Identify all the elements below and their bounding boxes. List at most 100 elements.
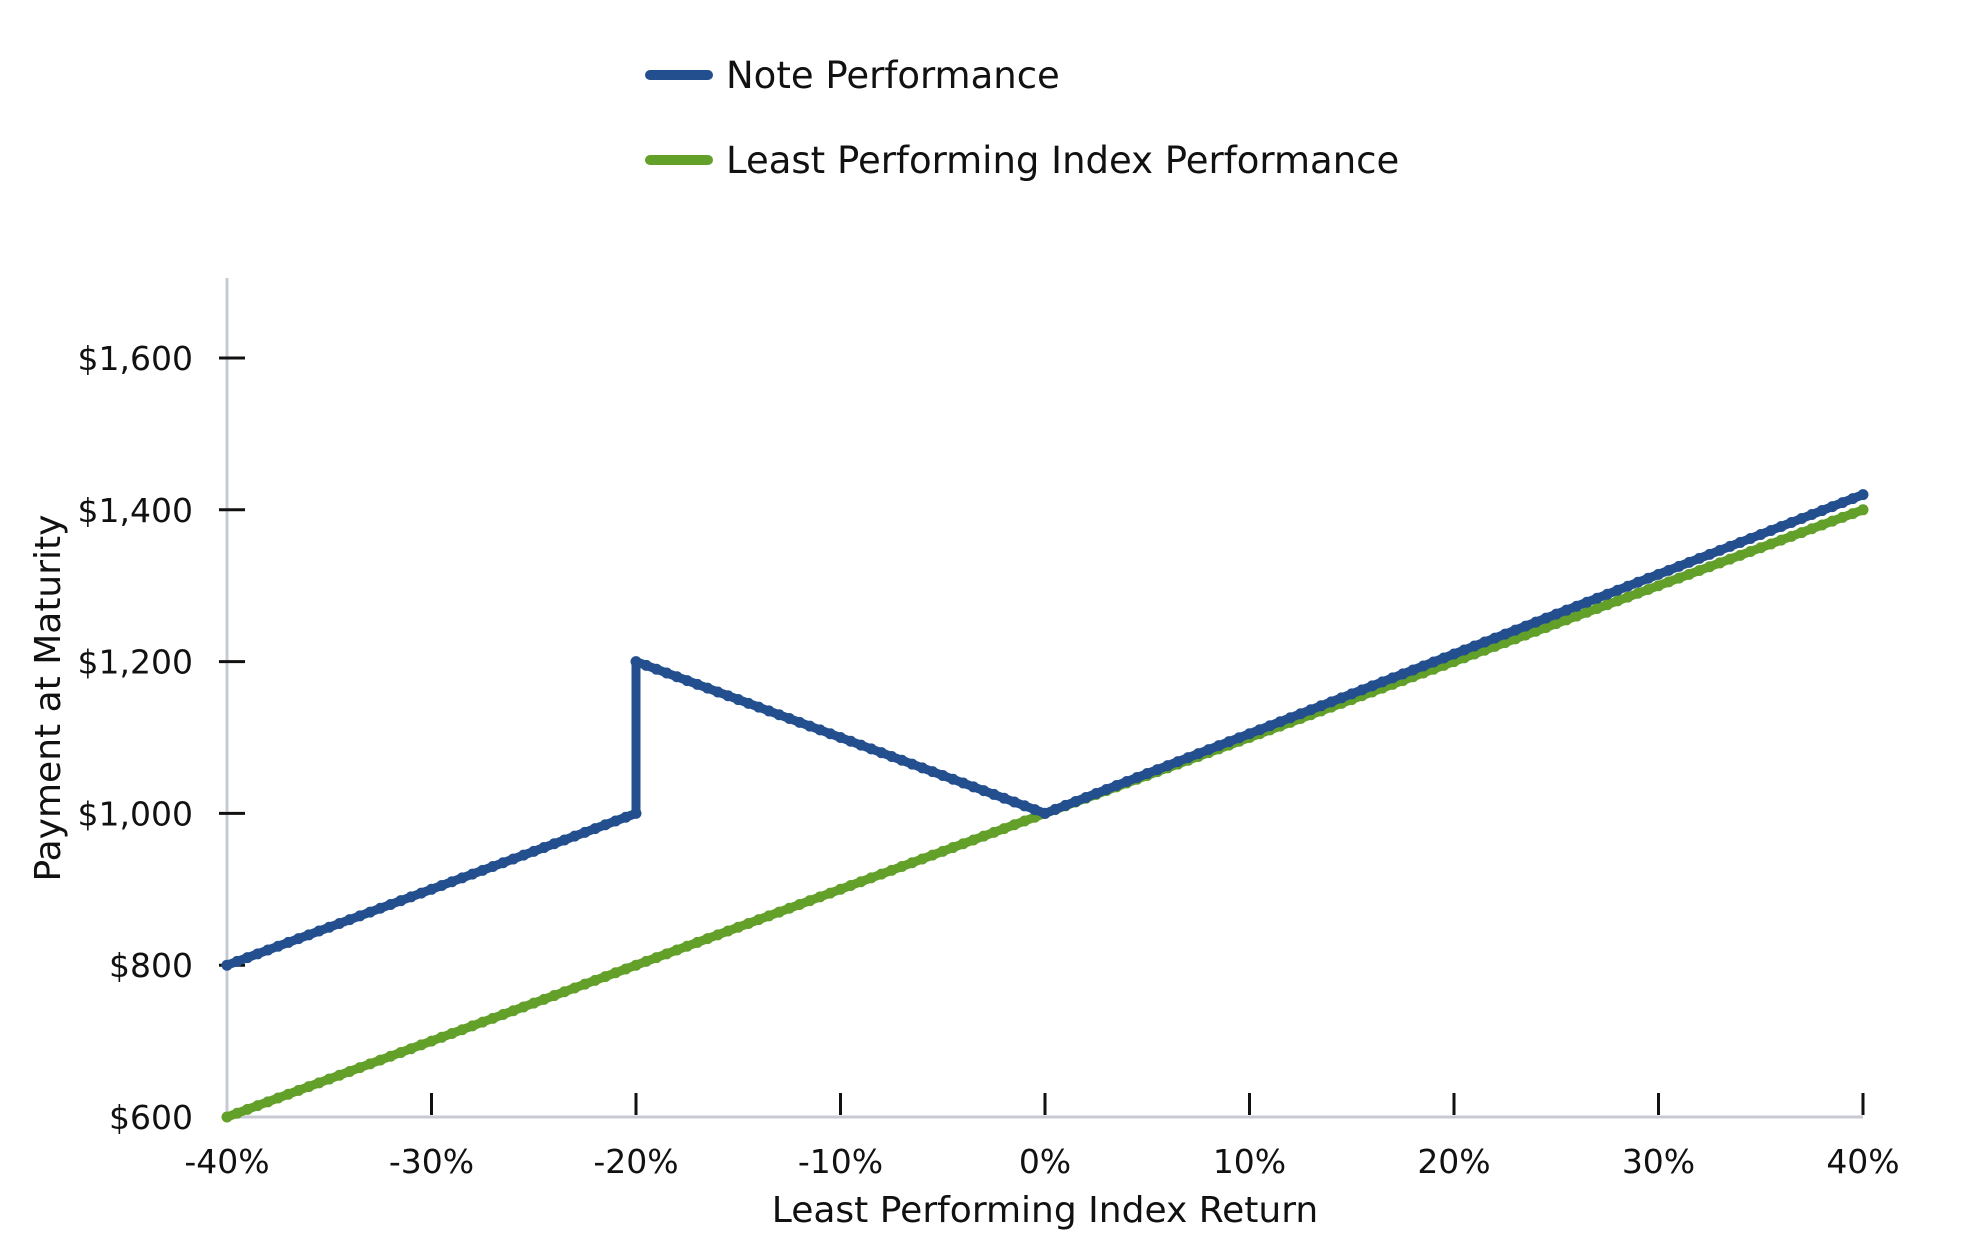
data-point <box>456 1024 468 1036</box>
x-tick-label: -40% <box>184 1142 269 1181</box>
data-point <box>1837 497 1849 509</box>
data-point <box>313 1077 325 1089</box>
data-point <box>354 1062 366 1074</box>
data-point <box>344 914 356 926</box>
data-point <box>1458 644 1470 656</box>
data-point <box>518 1001 530 1013</box>
data-point <box>436 1031 448 1043</box>
data-point <box>916 853 928 865</box>
data-point <box>1653 568 1664 580</box>
data-point <box>374 1054 386 1066</box>
axes: $600 $800 $1,000 $1,200 $1,400 $1,600 -40% -30… <box>78 278 1900 1181</box>
data-point <box>385 898 397 910</box>
data-point <box>610 815 622 827</box>
data-point <box>1080 791 1092 803</box>
data-point <box>794 898 806 910</box>
data-point <box>282 936 294 948</box>
data-point <box>497 857 509 869</box>
data-point <box>1683 556 1695 568</box>
data-point <box>344 1065 356 1077</box>
data-point <box>364 906 376 918</box>
legend-label-note-performance: Note Performance <box>726 54 1060 97</box>
data-point <box>712 929 724 941</box>
data-point <box>1826 515 1838 527</box>
data-point <box>1417 660 1429 672</box>
data-point <box>1857 504 1869 516</box>
data-point <box>896 754 908 766</box>
data-point <box>650 663 662 675</box>
data-point <box>1816 519 1828 531</box>
data-point <box>518 849 530 861</box>
data-point <box>1540 621 1552 633</box>
series-markers-note-performance <box>221 489 1869 971</box>
data-point <box>293 1084 305 1096</box>
data-point <box>998 823 1010 835</box>
data-point <box>630 807 642 819</box>
data-point <box>1847 508 1859 520</box>
data-point <box>323 921 335 933</box>
data-point <box>835 732 846 743</box>
y-axis-title: Payment at Maturity <box>28 515 69 882</box>
data-point <box>978 830 990 842</box>
data-point <box>262 944 274 956</box>
legend-label-least-performing-index: Least Performing Index Performance <box>726 139 1399 182</box>
data-point <box>415 1039 427 1051</box>
data-point <box>1785 530 1797 542</box>
data-point <box>1693 552 1705 564</box>
data-point <box>671 671 683 683</box>
data-point <box>722 925 734 937</box>
data-point <box>1622 580 1634 592</box>
data-point <box>1131 772 1143 784</box>
data-point <box>1826 501 1838 513</box>
data-point <box>1775 534 1787 546</box>
x-tick-label: 20% <box>1417 1142 1490 1181</box>
data-point <box>1019 800 1031 812</box>
data-point <box>773 709 785 721</box>
y-tick-label: $600 <box>109 1098 193 1137</box>
data-point <box>1509 633 1521 645</box>
data-point <box>927 766 939 778</box>
data-point <box>507 1005 519 1017</box>
data-point <box>1601 588 1613 600</box>
data-point <box>1632 576 1644 588</box>
data-point <box>937 769 949 781</box>
data-point <box>947 773 959 785</box>
data-point <box>681 675 693 687</box>
data-point <box>742 917 754 929</box>
data-point <box>262 1096 274 1108</box>
data-point <box>1560 604 1572 616</box>
data-point <box>1468 640 1480 652</box>
data-point <box>1673 572 1685 584</box>
data-point <box>1765 524 1777 536</box>
data-point <box>1049 803 1061 815</box>
data-point <box>835 883 846 895</box>
data-point <box>824 887 836 899</box>
data-point <box>1571 610 1583 622</box>
data-point <box>466 1020 478 1032</box>
data-point <box>1387 672 1399 684</box>
data-point <box>1213 740 1225 752</box>
data-point <box>426 883 437 895</box>
data-point <box>1029 804 1041 816</box>
data-point <box>507 853 519 865</box>
data-point <box>1223 736 1235 748</box>
data-point <box>436 880 448 892</box>
data-point <box>303 929 315 941</box>
data-point <box>415 887 427 899</box>
data-point <box>1264 720 1276 732</box>
data-point <box>1540 612 1552 624</box>
data-point <box>1295 708 1307 720</box>
data-point <box>528 845 540 857</box>
data-point <box>865 743 877 755</box>
data-point <box>1520 629 1532 641</box>
plot-area <box>221 489 1869 1123</box>
data-point <box>1724 553 1736 565</box>
data-point <box>794 716 806 728</box>
y-ticks: $600 $800 $1,000 $1,200 $1,400 $1,600 <box>78 339 245 1137</box>
data-point <box>1806 509 1818 521</box>
data-point <box>1601 599 1613 611</box>
data-point <box>1090 787 1102 799</box>
data-point <box>1070 795 1082 807</box>
y-tick-label: $1,000 <box>78 794 193 833</box>
data-point <box>364 1058 376 1070</box>
